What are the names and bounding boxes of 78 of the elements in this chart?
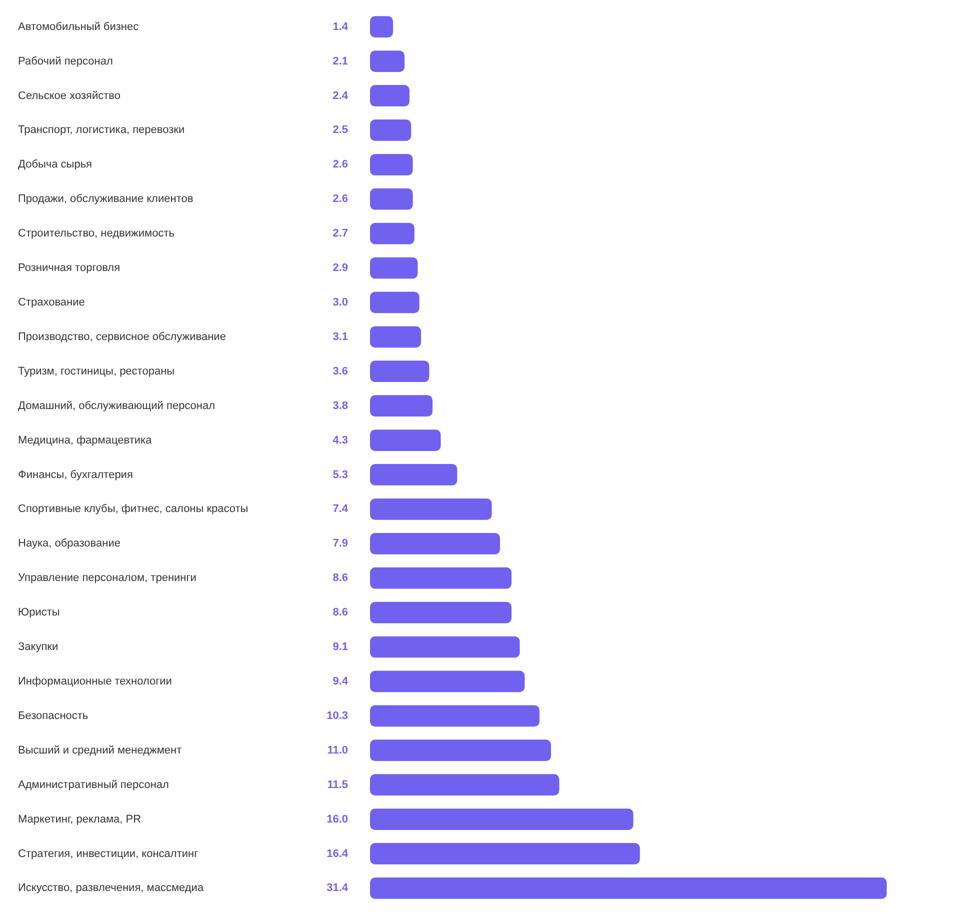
data-label: 8.6 bbox=[332, 606, 348, 619]
bar bbox=[370, 843, 640, 864]
y-tick-label: Управление персоналом, тренинги bbox=[18, 572, 196, 584]
y-tick-label: Административный персонал bbox=[18, 778, 169, 791]
bar bbox=[370, 464, 458, 486]
data-label: 3.6 bbox=[332, 365, 348, 378]
y-tick-label: Транспорт, логистика, перевозки bbox=[18, 124, 185, 136]
y-tick-label: Закупки bbox=[18, 641, 58, 654]
y-tick-label: Страхование bbox=[18, 296, 85, 308]
bar bbox=[370, 292, 420, 314]
y-tick-label: Сельское хозяйство bbox=[18, 90, 120, 102]
y-tick-label: Стратегия, инвестиции, консалтинг bbox=[18, 848, 198, 860]
data-label: 16.0 bbox=[326, 813, 348, 826]
y-tick-label: Домашний, обслуживающий персонал bbox=[18, 400, 216, 412]
bar bbox=[370, 188, 413, 210]
bar bbox=[370, 774, 560, 796]
data-label: 9.1 bbox=[332, 641, 348, 654]
data-label: 7.4 bbox=[332, 503, 349, 516]
bar bbox=[370, 498, 492, 520]
data-label: 2.9 bbox=[332, 262, 348, 274]
bar bbox=[370, 705, 540, 727]
bar bbox=[370, 636, 520, 658]
y-tick-label: Наука, образование bbox=[18, 538, 120, 550]
data-label: 2.1 bbox=[332, 55, 348, 68]
data-label: 2.4 bbox=[332, 90, 349, 102]
y-tick-label: Высший и средний менеджмент bbox=[18, 744, 182, 756]
y-tick-label: Добыча сырья bbox=[18, 158, 92, 171]
bar bbox=[370, 602, 512, 624]
data-label: 4.3 bbox=[332, 434, 348, 446]
bar bbox=[370, 877, 887, 899]
bar bbox=[370, 50, 405, 72]
data-label: 2.7 bbox=[332, 228, 348, 240]
bar bbox=[370, 85, 410, 106]
y-tick-label: Автомобильный бизнес bbox=[18, 20, 140, 33]
y-tick-label: Строительство, недвижимость bbox=[18, 228, 175, 240]
data-label: 2.6 bbox=[332, 158, 348, 171]
bar bbox=[370, 740, 552, 762]
y-tick-label: Юристы bbox=[18, 606, 60, 619]
data-label: 1.4 bbox=[332, 20, 349, 33]
data-label: 8.6 bbox=[332, 572, 348, 584]
y-tick-label: Безопасность bbox=[18, 710, 88, 722]
data-label: 2.5 bbox=[332, 124, 348, 136]
data-label: 16.4 bbox=[326, 848, 349, 860]
data-label: 3.1 bbox=[332, 330, 348, 343]
bar bbox=[370, 395, 433, 416]
data-label: 3.8 bbox=[332, 400, 348, 412]
y-tick-label: Розничная торговля bbox=[18, 262, 120, 274]
y-tick-label: Информационные технологии bbox=[18, 675, 172, 688]
y-tick-label: Туризм, гостиницы, рестораны bbox=[18, 365, 175, 378]
y-tick-label: Рабочий персонал bbox=[18, 55, 113, 68]
data-label: 11.0 bbox=[327, 744, 348, 756]
y-tick-label: Финансы, бухгалтерия bbox=[18, 468, 133, 481]
y-tick-label: Медицина, фармацевтика bbox=[18, 434, 153, 446]
bar bbox=[370, 567, 512, 589]
bar bbox=[370, 670, 525, 692]
bar bbox=[370, 430, 441, 451]
bar bbox=[370, 257, 418, 279]
y-tick-label: Искусство, развлечения, массмедиа bbox=[18, 882, 204, 894]
data-label: 9.4 bbox=[332, 675, 349, 688]
bar bbox=[370, 360, 430, 382]
bar bbox=[370, 154, 413, 176]
data-label: 2.6 bbox=[332, 193, 348, 206]
y-tick-label: Маркетинг, реклама, PR bbox=[18, 813, 142, 826]
y-tick-label: Производство, сервисное обслуживание bbox=[18, 330, 226, 343]
data-label: 31.4 bbox=[326, 882, 349, 894]
bar bbox=[370, 532, 500, 554]
data-label: 11.5 bbox=[327, 778, 348, 791]
y-tick-label: Спортивные клубы, фитнес, салоны красоты bbox=[18, 503, 248, 516]
bar bbox=[370, 808, 634, 830]
bar bbox=[370, 222, 414, 244]
bar bbox=[370, 326, 422, 348]
data-label: 3.0 bbox=[332, 296, 348, 308]
data-label: 10.3 bbox=[326, 710, 348, 722]
data-label: 7.9 bbox=[332, 538, 348, 550]
bar bbox=[370, 120, 412, 141]
data-label: 5.3 bbox=[332, 468, 348, 481]
bar bbox=[370, 16, 394, 38]
y-tick-label: Продажи, обслуживание клиентов bbox=[18, 193, 194, 206]
